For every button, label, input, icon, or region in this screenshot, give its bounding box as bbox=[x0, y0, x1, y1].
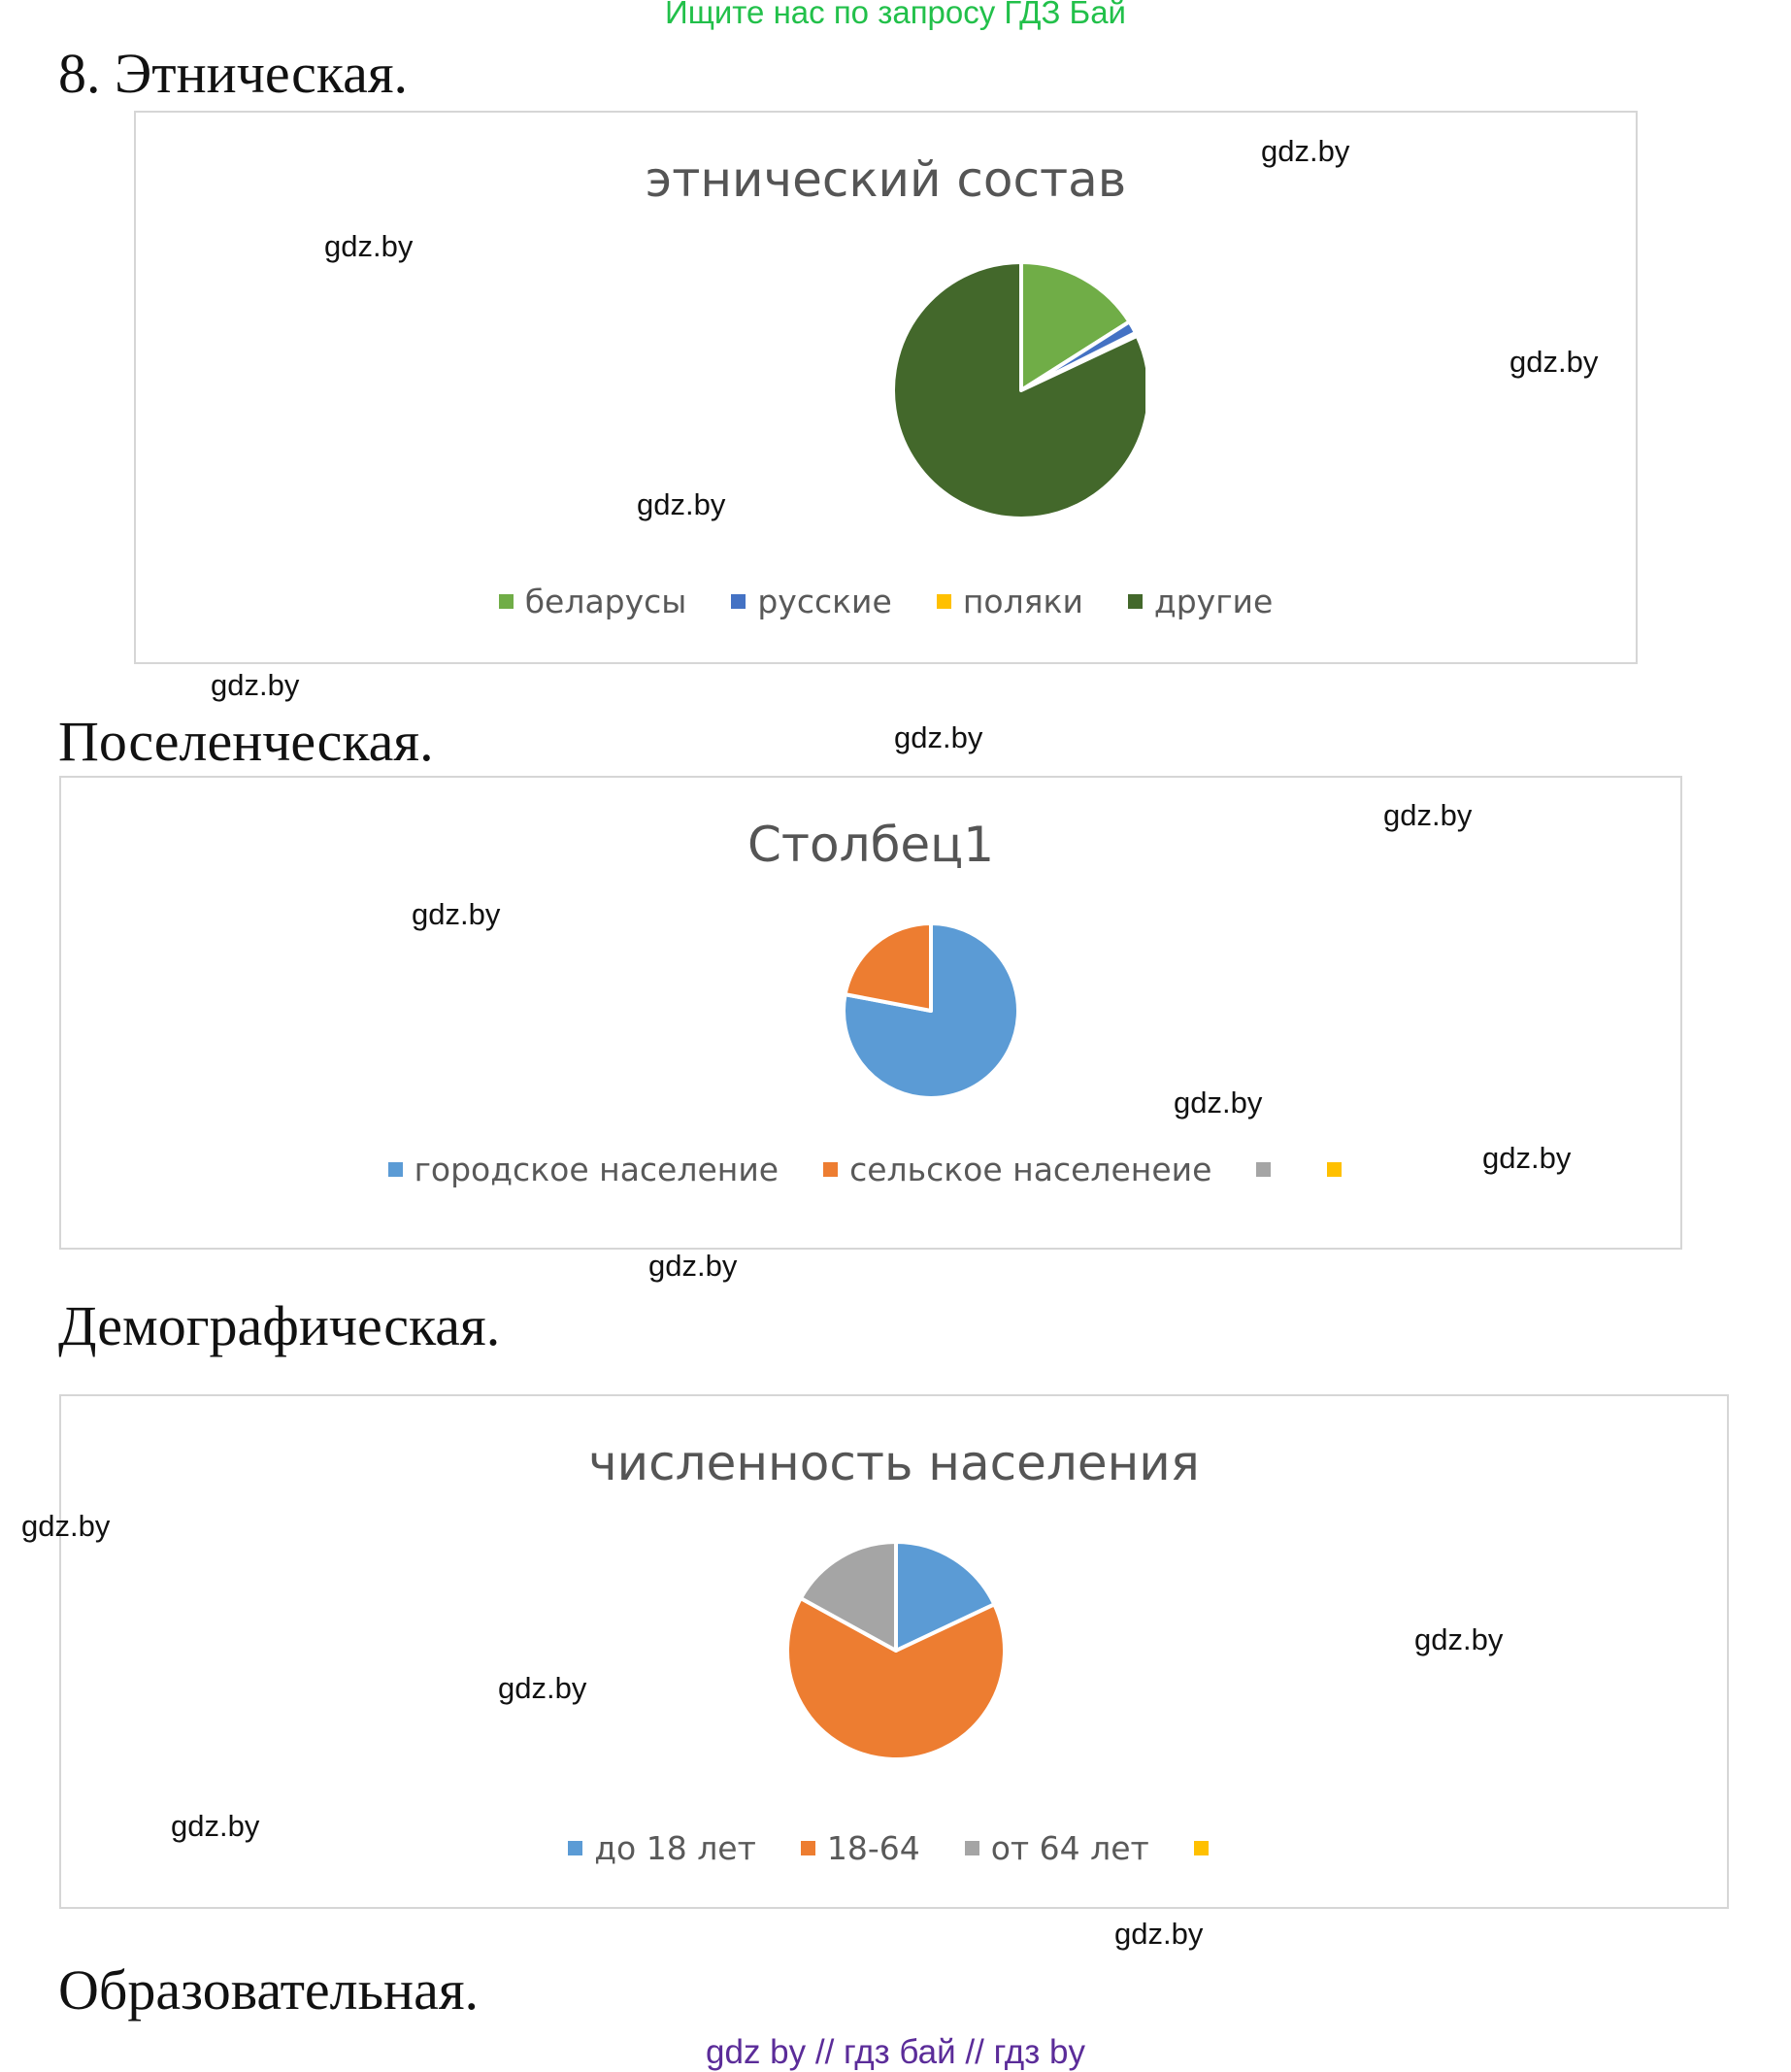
watermark: gdz.by bbox=[1482, 1141, 1572, 1175]
watermark: gdz.by bbox=[1261, 134, 1350, 168]
legend-item: поляки bbox=[936, 583, 1083, 620]
watermark: gdz.by bbox=[637, 487, 726, 521]
watermark: gdz.by bbox=[171, 1809, 260, 1843]
legend-item: городское население bbox=[387, 1151, 779, 1188]
legend-swatch bbox=[498, 594, 514, 609]
legend-swatch bbox=[1256, 1162, 1272, 1177]
legend-item: от 64 лет bbox=[964, 1829, 1149, 1867]
pie-slice bbox=[1019, 262, 1132, 392]
chart-ethnic: этнический состав беларусы русские поляки д… bbox=[134, 111, 1638, 664]
legend-label: от 64 лет bbox=[990, 1829, 1149, 1867]
pie-slice bbox=[894, 1542, 997, 1653]
legend-label: городское население bbox=[414, 1151, 779, 1188]
pie-plot bbox=[891, 262, 1145, 520]
watermark: gdz.by bbox=[324, 229, 414, 263]
chart-demographic: численность населения до 18 лет 18-64 от 6… bbox=[59, 1394, 1729, 1909]
chart-legend: городское население сельское населенеие bbox=[61, 1151, 1680, 1188]
legend-swatch bbox=[568, 1841, 583, 1855]
legend-label: 18-64 bbox=[826, 1829, 920, 1867]
watermark: gdz.by bbox=[1383, 798, 1473, 832]
pie-slice bbox=[891, 262, 1145, 520]
heading-settlement: Поселенческая. bbox=[58, 710, 434, 773]
legend-item bbox=[1327, 1162, 1353, 1177]
chart-title: этнический состав bbox=[645, 151, 1127, 208]
legend-label: русские bbox=[757, 583, 892, 620]
pie-plot bbox=[842, 923, 1020, 1100]
legend-item: русские bbox=[731, 583, 892, 620]
watermark: gdz.by bbox=[1174, 1086, 1263, 1120]
chart-title: численность населения bbox=[588, 1435, 1200, 1491]
heading-education: Образовательная. bbox=[58, 1958, 480, 2022]
heading-ethnic: 8. Этническая. bbox=[58, 42, 409, 105]
watermark: gdz.by bbox=[412, 897, 501, 931]
watermark: gdz.by bbox=[1509, 345, 1599, 379]
pie-slice bbox=[843, 923, 933, 1013]
legend-swatch bbox=[1193, 1841, 1209, 1855]
chart-legend: беларусы русские поляки другие bbox=[136, 583, 1636, 620]
legend-item: беларусы bbox=[498, 583, 687, 620]
legend-swatch bbox=[1127, 594, 1143, 609]
legend-swatch bbox=[731, 594, 746, 609]
pie-slice bbox=[798, 1542, 898, 1653]
legend-item: другие bbox=[1127, 583, 1274, 620]
legend-swatch bbox=[387, 1162, 403, 1177]
legend-swatch bbox=[823, 1162, 839, 1177]
legend-swatch bbox=[964, 1841, 979, 1855]
chart-settlement: Столбец1 городское население сельское нас… bbox=[59, 776, 1682, 1250]
watermark: gdz.by bbox=[1414, 1622, 1504, 1656]
heading-demographic: Демографическая. bbox=[58, 1294, 501, 1357]
legend-swatch bbox=[1327, 1162, 1343, 1177]
legend-item: до 18 лет bbox=[568, 1829, 756, 1867]
legend-label: до 18 лет bbox=[594, 1829, 756, 1867]
chart-legend: до 18 лет 18-64 от 64 лет bbox=[61, 1829, 1727, 1867]
legend-label: беларусы bbox=[524, 583, 687, 620]
pie-slice bbox=[785, 1596, 1007, 1761]
watermark: gdz.by bbox=[648, 1249, 738, 1283]
watermark: gdz.by bbox=[21, 1509, 111, 1543]
legend-item bbox=[1256, 1162, 1282, 1177]
legend-label: сельское населенеие bbox=[849, 1151, 1212, 1188]
legend-swatch bbox=[800, 1841, 815, 1855]
watermark: gdz.by bbox=[211, 668, 300, 702]
legend-item: сельское населенеие bbox=[823, 1151, 1211, 1188]
pie-plot bbox=[785, 1542, 1007, 1761]
legend-label: поляки bbox=[962, 583, 1083, 620]
legend-label: другие bbox=[1153, 583, 1274, 620]
footer-links: gdz by // гдз бай // гдз by bbox=[706, 2033, 1085, 2071]
legend-swatch bbox=[936, 594, 951, 609]
chart-title: Столбец1 bbox=[746, 817, 995, 873]
legend-item bbox=[1193, 1841, 1220, 1855]
watermark: gdz.by bbox=[894, 720, 983, 754]
watermark: gdz.by bbox=[1114, 1917, 1204, 1951]
legend-item: 18-64 bbox=[800, 1829, 920, 1867]
search-banner: Ищите нас по запросу ГДЗ Бай bbox=[665, 0, 1126, 30]
watermark: gdz.by bbox=[498, 1671, 587, 1705]
